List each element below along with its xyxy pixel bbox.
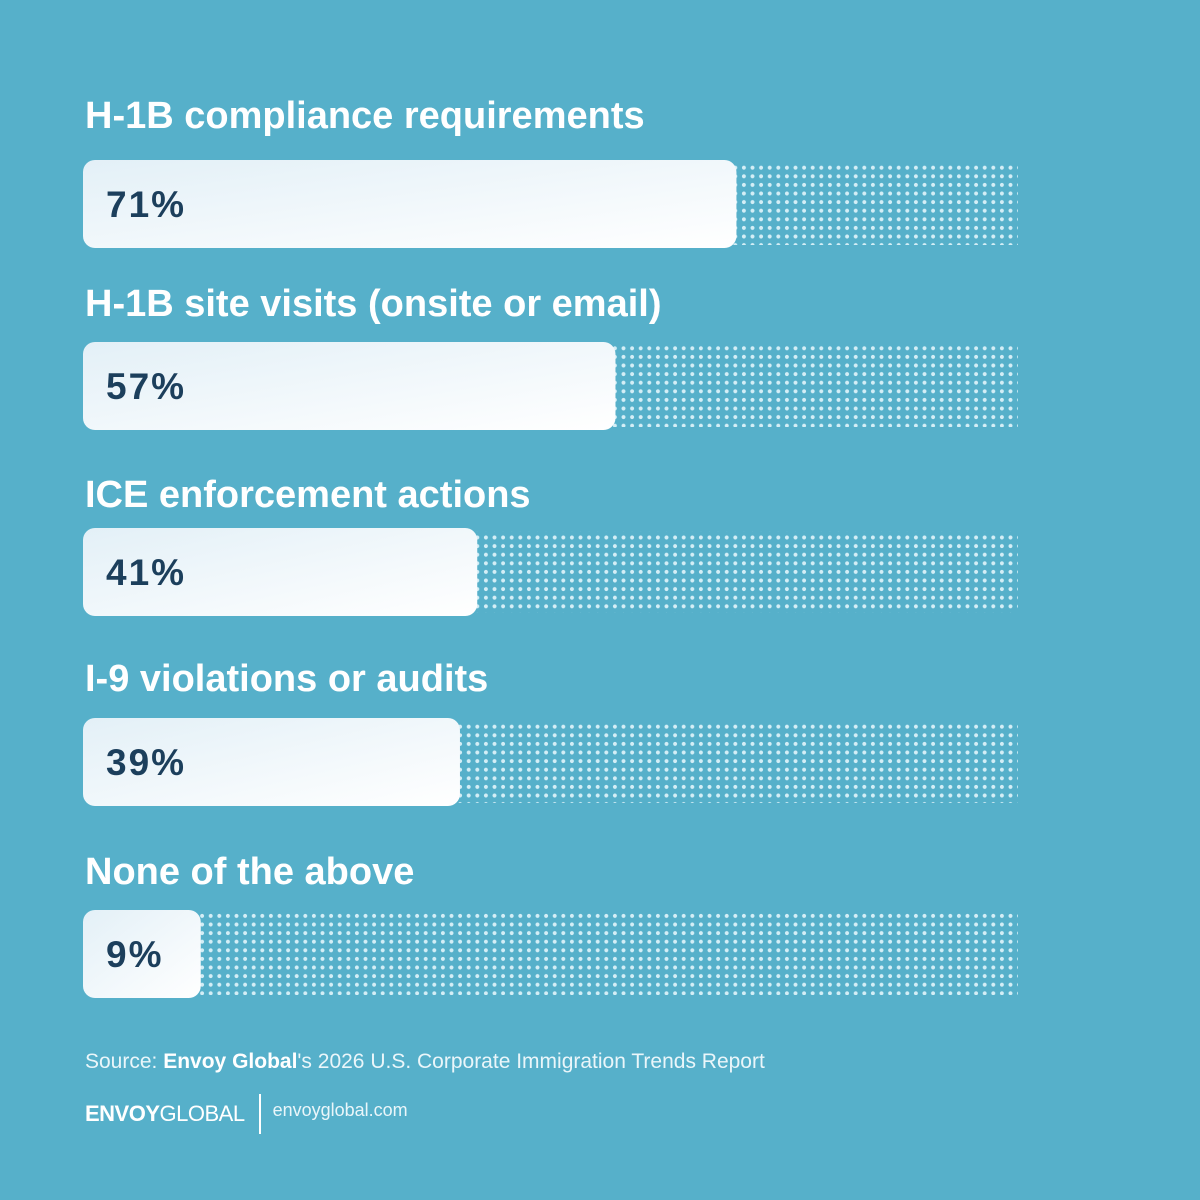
website-link[interactable]: envoyglobal.com <box>272 1099 408 1120</box>
logo-bold-text: ENVOY <box>85 1101 160 1126</box>
logo-light-text: GLOBAL <box>159 1101 246 1126</box>
category-label: None of the above <box>85 851 414 893</box>
value-label: 41% <box>106 552 186 593</box>
bar <box>83 910 201 998</box>
bar <box>83 718 460 806</box>
category-label: ICE enforcement actions <box>85 474 531 516</box>
bar-chart: H-1B compliance requirements 71% H-1B site… <box>83 95 1019 998</box>
category-label: H-1B site visits (onsite or email) <box>85 283 662 325</box>
value-label: 9% <box>106 934 163 975</box>
value-label: 71% <box>106 184 186 225</box>
bar-track-dots <box>194 913 1018 995</box>
value-label: 39% <box>106 742 186 783</box>
bar <box>83 528 478 616</box>
envoy-global-logo: ENVOYGLOBAL <box>85 1101 245 1127</box>
source-prefix: Source: <box>85 1050 164 1073</box>
source-suffix: 's 2026 U.S. Corporate Immigration Trend… <box>297 1050 765 1073</box>
bar <box>83 160 737 248</box>
bar-track-dots <box>730 163 1018 245</box>
bar-track-dots <box>453 721 1019 803</box>
bar-track-dots <box>609 345 1018 427</box>
bar-track-dots <box>471 531 1018 613</box>
category-label: I-9 violations or audits <box>85 658 488 700</box>
value-label: 57% <box>106 366 186 407</box>
footer: ENVOYGLOBAL envoyglobal.com <box>85 1094 408 1134</box>
source-note: Source: Envoy Global's 2026 U.S. Corpora… <box>85 1050 765 1074</box>
bar <box>83 342 616 430</box>
category-label: H-1B compliance requirements <box>85 95 645 137</box>
source-brand: Envoy Global <box>163 1050 298 1073</box>
footer-divider <box>258 1094 261 1134</box>
